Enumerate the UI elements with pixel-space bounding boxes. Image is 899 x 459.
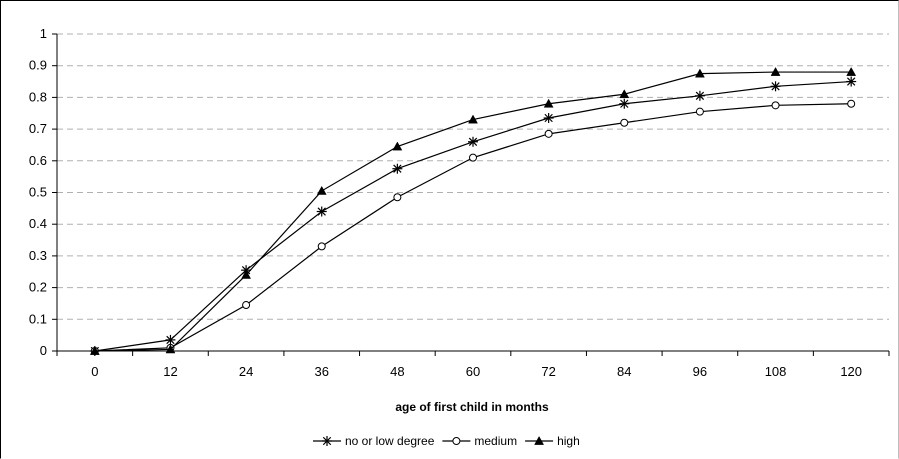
y-tick-label: 0.3 (29, 248, 47, 263)
data-point (619, 89, 630, 99)
data-point (543, 113, 554, 124)
data-point (847, 99, 856, 108)
legend-label: high (557, 434, 580, 448)
series (89, 67, 857, 356)
data-point (392, 141, 403, 151)
legend-marker (534, 435, 545, 445)
data-point (393, 193, 402, 202)
data-point (770, 67, 781, 76)
gridlines (57, 33, 889, 320)
data-point (165, 334, 176, 345)
data-point (468, 114, 478, 124)
data-point (695, 107, 704, 116)
y-axis-tick-labels: 0 0.1 0.2 0.3 0.4 0.5 0.6 0.7 0.8 0.9 1 (29, 26, 47, 358)
series-3 (89, 67, 857, 355)
data-point (846, 67, 857, 76)
legend-item: no or low degree (313, 434, 435, 448)
data-point (241, 269, 252, 279)
data-point (619, 98, 630, 109)
data-point (771, 101, 780, 110)
data-point (469, 153, 477, 162)
data-point (317, 242, 326, 251)
series-line (94, 71, 852, 352)
data-point (694, 90, 705, 101)
x-tick-label: 0 (91, 364, 98, 379)
y-tick-label: 0.4 (29, 216, 47, 231)
legend: no or low degree medium high (313, 434, 580, 448)
legend-label: no or low degree (345, 434, 435, 448)
y-tick-label: 0.2 (29, 280, 47, 295)
data-point (242, 301, 251, 310)
legend-item: high (525, 434, 580, 448)
y-tick-label: 0.8 (29, 89, 47, 104)
data-point (620, 118, 629, 127)
legend-marker (322, 436, 332, 446)
axes (52, 33, 890, 356)
legend-marker (452, 437, 461, 445)
x-tick-label: 96 (693, 364, 707, 379)
data-point (316, 185, 327, 195)
x-tick-label: 120 (840, 364, 862, 379)
y-tick-label: 0 (40, 343, 47, 358)
y-tick-label: 1 (40, 26, 47, 41)
y-tick-label: 0.9 (29, 58, 47, 73)
x-tick-label: 108 (765, 364, 787, 379)
x-tick-label: 24 (239, 364, 253, 379)
series-1 (89, 76, 857, 356)
x-tick-label: 12 (163, 364, 177, 379)
data-point (543, 98, 554, 108)
data-point (770, 81, 781, 92)
data-point (544, 129, 553, 138)
y-tick-label: 0.1 (29, 311, 47, 326)
data-point (468, 136, 478, 147)
data-point (316, 206, 327, 217)
y-tick-label: 0.5 (29, 185, 47, 200)
y-tick-label: 0.7 (29, 121, 47, 136)
x-tick-label: 84 (617, 364, 631, 379)
x-tick-label: 36 (314, 364, 328, 379)
data-point (89, 345, 100, 355)
legend-item: medium (442, 434, 517, 448)
data-point (165, 344, 176, 354)
legend-label: medium (474, 434, 517, 448)
x-axis-tick-labels: 0 12 24 36 48 60 72 84 96 108 120 (91, 364, 862, 379)
x-axis-title: age of first child in months (395, 400, 549, 414)
x-tick-label: 72 (541, 364, 555, 379)
x-tick-label: 60 (466, 364, 480, 379)
y-tick-label: 0.6 (29, 153, 47, 168)
data-point (392, 163, 403, 174)
data-point (846, 76, 857, 87)
data-point (694, 68, 705, 78)
x-tick-label: 48 (390, 364, 404, 379)
